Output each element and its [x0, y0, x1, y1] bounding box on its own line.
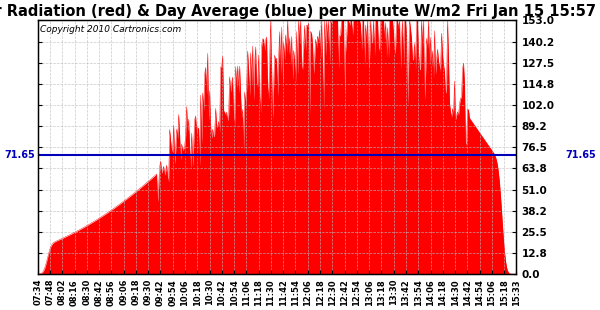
Title: Solar Radiation (red) & Day Average (blue) per Minute W/m2 Fri Jan 15 15:57: Solar Radiation (red) & Day Average (blu…: [0, 4, 596, 19]
Text: 71.65: 71.65: [4, 150, 35, 160]
Text: 71.65: 71.65: [565, 150, 596, 160]
Text: Copyright 2010 Cartronics.com: Copyright 2010 Cartronics.com: [40, 25, 181, 34]
